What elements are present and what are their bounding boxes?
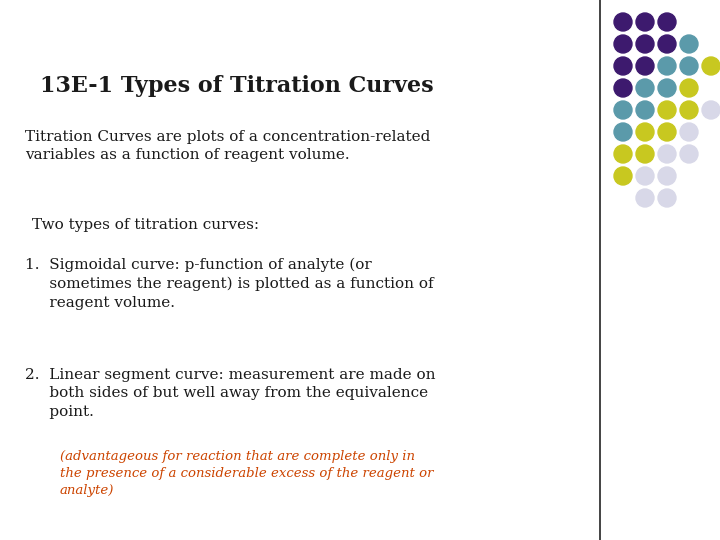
Circle shape — [614, 13, 632, 31]
Circle shape — [636, 123, 654, 141]
Text: Titration Curves are plots of a concentration-related
variables as a function of: Titration Curves are plots of a concentr… — [25, 130, 431, 163]
Circle shape — [680, 123, 698, 141]
Text: 13E-1 Types of Titration Curves: 13E-1 Types of Titration Curves — [40, 75, 433, 97]
Circle shape — [658, 167, 676, 185]
Circle shape — [636, 79, 654, 97]
Text: (advantageous for reaction that are complete only in
the presence of a considera: (advantageous for reaction that are comp… — [60, 450, 433, 497]
Circle shape — [614, 123, 632, 141]
Circle shape — [636, 189, 654, 207]
Circle shape — [614, 145, 632, 163]
Circle shape — [702, 57, 720, 75]
Circle shape — [658, 145, 676, 163]
Circle shape — [680, 101, 698, 119]
Circle shape — [636, 101, 654, 119]
Circle shape — [680, 79, 698, 97]
Circle shape — [636, 145, 654, 163]
Circle shape — [614, 57, 632, 75]
Text: 1.  Sigmoidal curve: p-function of analyte (or
     sometimes the reagent) is pl: 1. Sigmoidal curve: p-function of analyt… — [25, 258, 433, 310]
Circle shape — [636, 35, 654, 53]
Circle shape — [614, 101, 632, 119]
Circle shape — [658, 79, 676, 97]
Circle shape — [636, 13, 654, 31]
Circle shape — [658, 13, 676, 31]
Circle shape — [658, 101, 676, 119]
Circle shape — [636, 167, 654, 185]
Circle shape — [680, 57, 698, 75]
Circle shape — [636, 57, 654, 75]
Text: 2.  Linear segment curve: measurement are made on
     both sides of but well aw: 2. Linear segment curve: measurement are… — [25, 368, 436, 419]
Circle shape — [680, 145, 698, 163]
Circle shape — [680, 35, 698, 53]
Circle shape — [658, 123, 676, 141]
Circle shape — [614, 35, 632, 53]
Circle shape — [658, 35, 676, 53]
Circle shape — [702, 101, 720, 119]
Text: Two types of titration curves:: Two types of titration curves: — [32, 218, 259, 232]
Circle shape — [658, 189, 676, 207]
Circle shape — [658, 57, 676, 75]
Circle shape — [614, 79, 632, 97]
Circle shape — [614, 167, 632, 185]
